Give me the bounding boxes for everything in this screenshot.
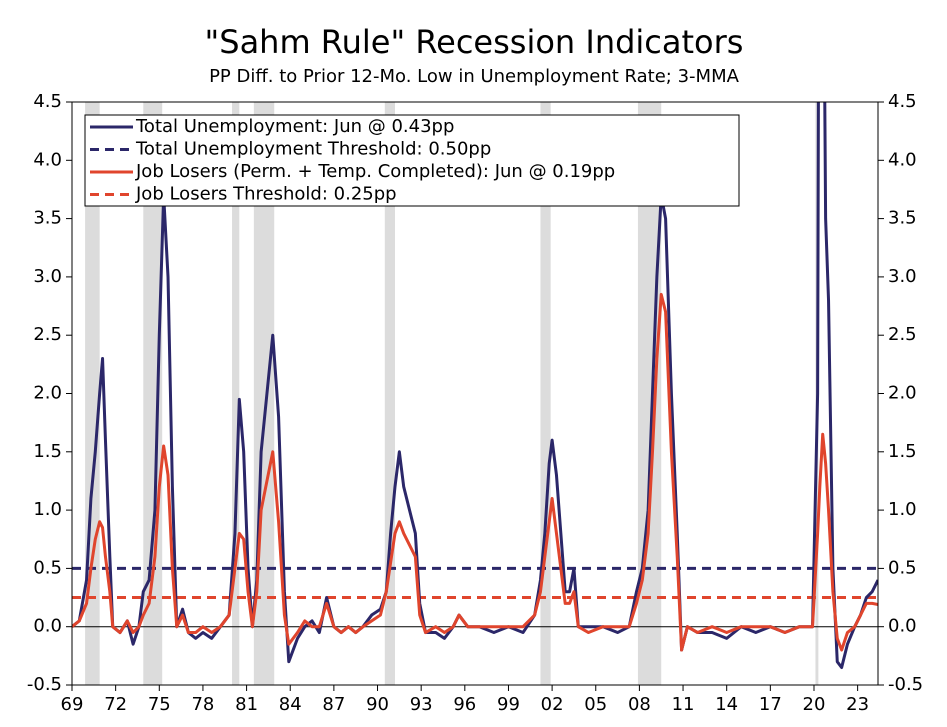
x-tick-label: 78 xyxy=(191,694,214,715)
x-tick-label: 93 xyxy=(410,694,433,715)
x-tick-label: 20 xyxy=(803,694,826,715)
y2-tick-label: 2.0 xyxy=(888,383,917,404)
x-tick-label: 90 xyxy=(366,694,389,715)
series-line xyxy=(72,292,878,652)
y2-tick-label: 1.5 xyxy=(888,441,917,462)
y-tick-label: 0.5 xyxy=(33,557,62,578)
legend-label: Job Losers Threshold: 0.25pp xyxy=(135,184,397,205)
x-tick-label: 81 xyxy=(235,694,258,715)
recession-band xyxy=(384,102,395,685)
x-tick-label: 08 xyxy=(628,694,651,715)
x-tick-label: 23 xyxy=(846,694,869,715)
x-tick-label: 84 xyxy=(279,694,302,715)
y2-tick-label: 2.5 xyxy=(888,324,917,345)
y2-tick-label: 0.0 xyxy=(888,616,917,637)
chart-subtitle: PP Diff. to Prior 12-Mo. Low in Unemploy… xyxy=(209,66,740,87)
legend-label: Total Unemployment: Jun @ 0.43pp xyxy=(135,116,454,137)
plot-area xyxy=(72,102,878,685)
y-tick-label: 3.0 xyxy=(33,266,62,287)
y2-tick-label: 1.0 xyxy=(888,499,917,520)
y-tick-label: 2.5 xyxy=(33,324,62,345)
y-tick-label: 2.0 xyxy=(33,383,62,404)
y-tick-label: -0.5 xyxy=(27,674,62,695)
x-tick-label: 05 xyxy=(584,694,607,715)
y-tick-label: 1.0 xyxy=(33,499,62,520)
recession-band xyxy=(540,102,551,685)
x-tick-label: 14 xyxy=(715,694,738,715)
y2-tick-label: 4.0 xyxy=(888,149,917,170)
legend-label: Job Losers (Perm. + Temp. Completed): Ju… xyxy=(135,161,615,182)
y-tick-label: 3.5 xyxy=(33,208,62,229)
y-tick-label: 4.5 xyxy=(33,91,62,112)
legend-label: Total Unemployment Threshold: 0.50pp xyxy=(135,139,491,160)
x-tick-label: 11 xyxy=(672,694,695,715)
x-tick-label: 96 xyxy=(453,694,476,715)
x-tick-label: 75 xyxy=(148,694,171,715)
x-tick-label: 17 xyxy=(759,694,782,715)
y2-tick-label: -0.5 xyxy=(888,674,923,695)
x-tick-label: 87 xyxy=(322,694,345,715)
y2-tick-label: 3.5 xyxy=(888,208,917,229)
y2-tick-label: 0.5 xyxy=(888,557,917,578)
x-tick-label: 99 xyxy=(497,694,520,715)
recession-band xyxy=(232,102,240,685)
x-tick-label: 02 xyxy=(541,694,564,715)
y2-tick-label: 3.0 xyxy=(888,266,917,287)
x-tick-label: 69 xyxy=(61,694,84,715)
y-tick-label: 4.0 xyxy=(33,149,62,170)
y-tick-label: 1.5 xyxy=(33,441,62,462)
x-tick-label: 72 xyxy=(104,694,127,715)
chart-title: "Sahm Rule" Recession Indicators xyxy=(205,23,744,61)
y2-tick-label: 4.5 xyxy=(888,91,917,112)
legend-box xyxy=(84,114,740,207)
y-tick-label: 0.0 xyxy=(33,616,62,637)
